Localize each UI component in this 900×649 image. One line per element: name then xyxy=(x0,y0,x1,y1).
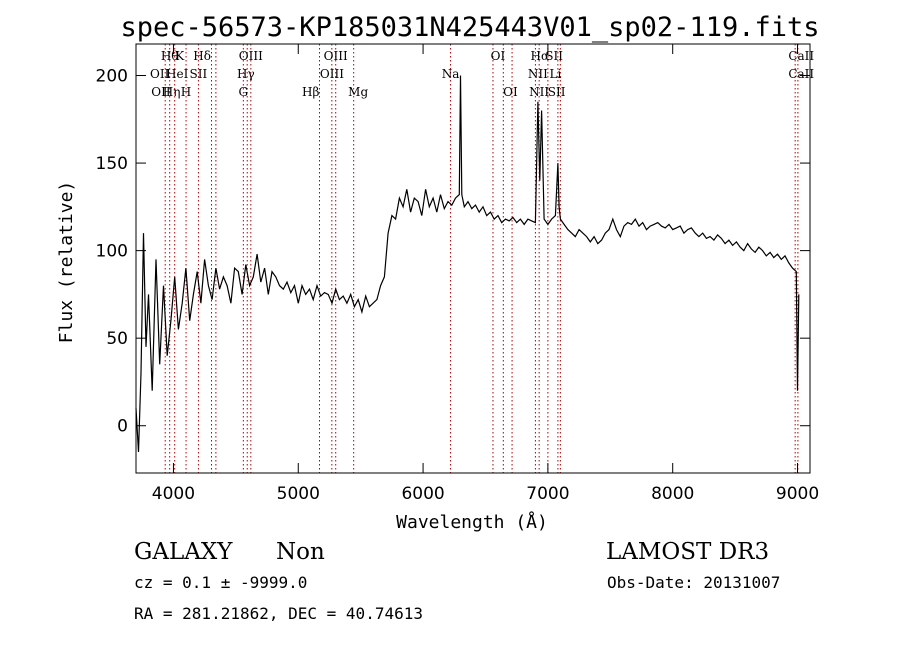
line-label-lines_top_row-7: SII xyxy=(545,49,563,63)
line-label-lines_mid_row-5: Na xyxy=(442,67,460,81)
coordinates: RA = 281.21862, DEC = 40.74613 xyxy=(134,604,423,623)
series-line-0 xyxy=(135,75,800,453)
object-subclass: Non xyxy=(276,539,325,565)
line-label-lines_top_row-3: OIII xyxy=(239,49,263,63)
axes: 4000 5000 6000 7000 8000 9000 0 50 100 150 200 xyxy=(96,43,819,504)
line-label-lines_mid_row-0: OII xyxy=(150,67,170,81)
spectrum-series xyxy=(135,75,800,453)
line-label-lines_mid_row-2: SII xyxy=(190,67,208,81)
line-label-lines_low_row-5: Mg xyxy=(348,85,368,99)
line-label-lines_low_row-0: OII xyxy=(151,85,171,99)
x-tick-label-2: 6000 xyxy=(401,484,444,504)
x-axis-label: Wavelength (Å) xyxy=(396,511,548,533)
survey-name: LAMOST DR3 xyxy=(606,539,769,565)
line-label-lines_low_row-1: Hη xyxy=(163,85,181,99)
line-label-lines_top_row-8: CaII xyxy=(788,49,814,63)
line-label-lines_top_row-6: Hα xyxy=(530,49,549,63)
line-label-lines_top_row-2: Hδ xyxy=(193,49,211,63)
y-tick-label-2: 100 xyxy=(96,242,128,262)
line-label-lines_low_row-8: SII xyxy=(548,85,566,99)
line-label-lines_mid_row-1: HeI xyxy=(166,67,189,81)
y-tick-label-0: 0 xyxy=(117,417,128,437)
y-axis-label: Flux (relative) xyxy=(56,181,77,344)
x-tick-label-4: 8000 xyxy=(651,484,694,504)
line-label-lines_low_row-4: Hβ xyxy=(302,85,319,99)
x-tick-label-3: 7000 xyxy=(526,484,569,504)
x-tick-label-5: 9000 xyxy=(776,484,819,504)
line-label-lines_top_row-5: OI xyxy=(491,49,506,63)
obs-date: Obs-Date: 20131007 xyxy=(607,573,780,592)
line-label-lines_mid_row-8: CaII xyxy=(788,67,814,81)
spectral-line-markers xyxy=(164,44,799,473)
redshift-info: cz = 0.1 ± -9999.0 xyxy=(134,573,307,592)
plot-frame xyxy=(135,43,811,474)
line-label-lines_low_row-3: G xyxy=(239,85,249,99)
chart-title: spec-56573-KP185031N425443V01_sp02-119.f… xyxy=(121,12,820,43)
y-tick-label-1: 50 xyxy=(106,329,128,349)
line-label-lines_mid_row-7: Li xyxy=(549,67,561,81)
line-label-lines_mid_row-6: NII xyxy=(528,67,548,81)
x-tick-label-1: 5000 xyxy=(277,484,320,504)
line-label-lines_top_row-4: OIII xyxy=(324,49,348,63)
object-class: GALAXY xyxy=(134,539,233,565)
line-label-lines_mid_row-4: OIII xyxy=(320,67,344,81)
line-label-lines_low_row-6: OI xyxy=(503,85,518,99)
x-tick-label-0: 4000 xyxy=(152,484,195,504)
line-label-lines_mid_row-3: Hγ xyxy=(237,67,255,81)
line-label-lines_top_row-0: Hθ xyxy=(161,49,179,63)
line-label-lines_top_row-1: K xyxy=(175,49,185,63)
y-tick-label-3: 150 xyxy=(96,154,128,174)
y-tick-label-4: 200 xyxy=(96,67,128,87)
line-label-lines_low_row-7: NII xyxy=(529,85,549,99)
line-label-lines_low_row-2: H xyxy=(181,85,191,99)
